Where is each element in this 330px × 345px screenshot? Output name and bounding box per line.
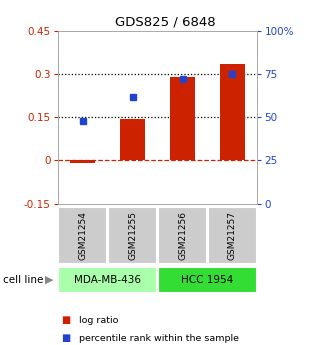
Text: GSM21254: GSM21254 [78, 211, 87, 260]
Text: GDS825 / 6848: GDS825 / 6848 [115, 16, 215, 29]
Text: GSM21255: GSM21255 [128, 211, 137, 260]
Text: HCC 1954: HCC 1954 [182, 275, 234, 285]
Bar [58, 267, 157, 293]
Bar [70, 160, 95, 163]
Bar [158, 267, 257, 293]
Text: ▶: ▶ [45, 275, 53, 285]
Text: log ratio: log ratio [79, 316, 118, 325]
Text: ■: ■ [61, 333, 70, 343]
Bar [208, 207, 257, 264]
Bar [158, 207, 207, 264]
Bar [120, 119, 145, 160]
Text: cell line: cell line [3, 275, 44, 285]
Bar [170, 77, 195, 160]
Bar [220, 64, 245, 160]
Text: ■: ■ [61, 315, 70, 325]
Text: GSM21257: GSM21257 [228, 211, 237, 260]
Bar [58, 207, 107, 264]
Text: GSM21256: GSM21256 [178, 211, 187, 260]
Text: percentile rank within the sample: percentile rank within the sample [79, 334, 239, 343]
Text: MDA-MB-436: MDA-MB-436 [74, 275, 141, 285]
Bar [108, 207, 157, 264]
